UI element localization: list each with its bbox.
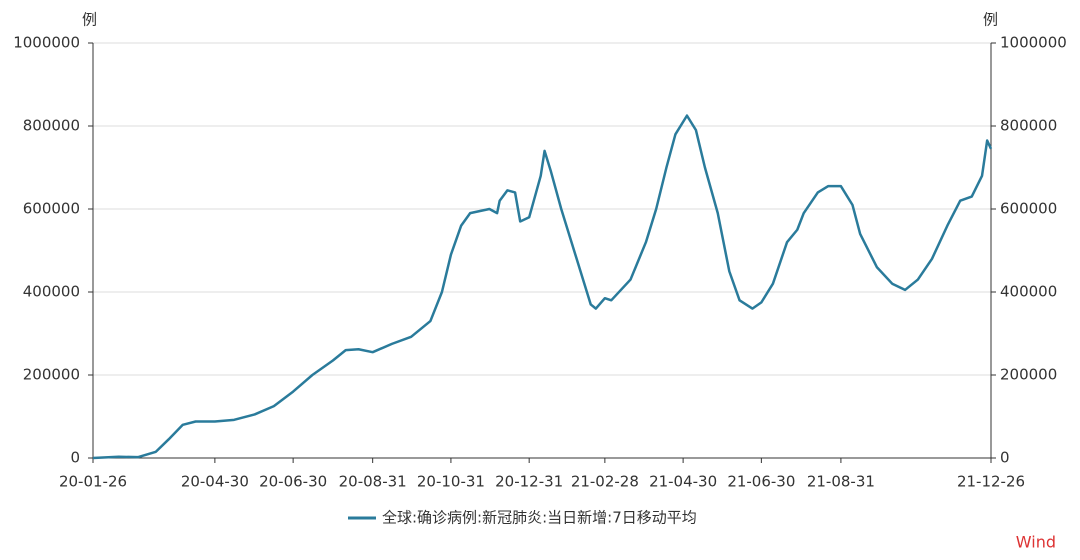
y2-tick-label: 0 (1000, 449, 1010, 467)
y-tick-label: 400000 (23, 283, 80, 301)
y2-tick-label: 600000 (1000, 200, 1057, 218)
y2-axis-label: 例 (983, 11, 998, 29)
y2-tick-label: 1000000 (1000, 34, 1067, 52)
y-tick-label: 600000 (23, 200, 80, 218)
x-tick-label: 20-12-31 (495, 473, 563, 491)
x-tick-label: 21-12-26 (957, 473, 1025, 491)
x-tick-label: 21-02-28 (571, 473, 639, 491)
x-tick-label: 20-08-31 (339, 473, 407, 491)
legend-label: 全球:确诊病例:新冠肺炎:当日新增:7日移动平均 (382, 509, 697, 527)
y-axis-label: 例 (82, 11, 97, 29)
x-tick-label: 20-10-31 (417, 473, 485, 491)
x-tick-label: 21-08-31 (807, 473, 875, 491)
y-tick-label: 200000 (23, 366, 80, 384)
watermark: Wind (1016, 533, 1056, 552)
data-line (92, 114, 993, 460)
x-tick-label: 20-04-30 (181, 473, 249, 491)
y-tick-label: 0 (70, 449, 80, 467)
y2-tick-label: 400000 (1000, 283, 1057, 301)
x-tick-label: 21-06-30 (727, 473, 795, 491)
y2-tick-label: 200000 (1000, 366, 1057, 384)
y-tick-label: 800000 (23, 117, 80, 135)
y-tick-label: 1000000 (13, 34, 80, 52)
x-tick-label: 20-01-26 (59, 473, 127, 491)
x-tick-label: 21-04-30 (649, 473, 717, 491)
y2-tick-label: 800000 (1000, 117, 1057, 135)
x-tick-label: 20-06-30 (259, 473, 327, 491)
